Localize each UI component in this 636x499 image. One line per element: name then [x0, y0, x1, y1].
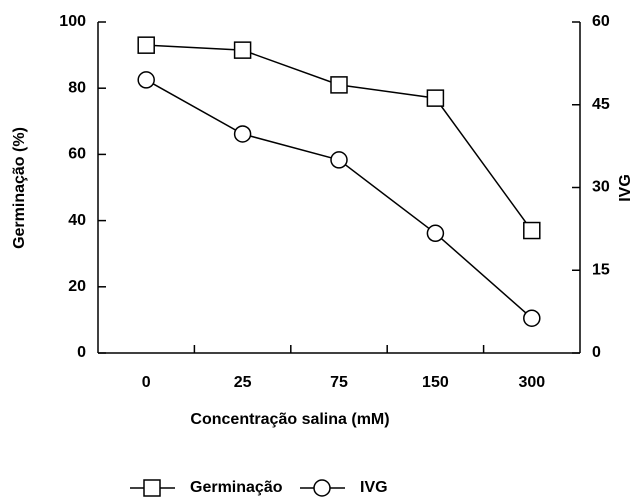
- legend-label: Germinação: [190, 479, 283, 496]
- x-tick-label: 0: [142, 374, 151, 391]
- legend-marker: [313, 479, 331, 497]
- y2-tick-label: 15: [592, 261, 610, 278]
- data-point: [426, 89, 445, 107]
- y2-tick-label: 60: [592, 13, 610, 30]
- y-axis-label: Germinação (%): [11, 127, 28, 249]
- data-point: [137, 36, 155, 54]
- data-point: [426, 224, 445, 243]
- legend-label: IVG: [360, 479, 388, 496]
- data-point: [137, 71, 155, 89]
- x-axis-label: Concentração salina (mM): [190, 411, 389, 428]
- x-tick-label: 300: [518, 374, 545, 391]
- data-point: [523, 221, 541, 240]
- y-tick-label: 0: [77, 344, 86, 361]
- y-tick-label: 80: [68, 79, 86, 96]
- series-line: [146, 44, 533, 231]
- data-point: [523, 309, 541, 327]
- x-tick-label: 150: [422, 374, 449, 391]
- y2-tick-label: 45: [592, 96, 610, 113]
- y-tick-label: 100: [59, 13, 86, 30]
- y-tick-label: 60: [68, 146, 86, 163]
- data-point: [330, 151, 348, 169]
- data-point: [233, 125, 252, 143]
- y-tick-label: 40: [68, 212, 86, 229]
- y2-axis-label: IVG: [617, 174, 634, 202]
- y2-tick-label: 0: [592, 344, 601, 361]
- data-point: [233, 41, 252, 59]
- y2-tick-label: 30: [592, 179, 610, 196]
- x-tick-label: 25: [234, 374, 252, 391]
- x-tick-label: 75: [330, 374, 348, 391]
- y-tick-label: 20: [68, 278, 86, 295]
- series-line: [145, 79, 533, 319]
- data-point: [330, 76, 348, 94]
- legend-marker: [143, 479, 161, 497]
